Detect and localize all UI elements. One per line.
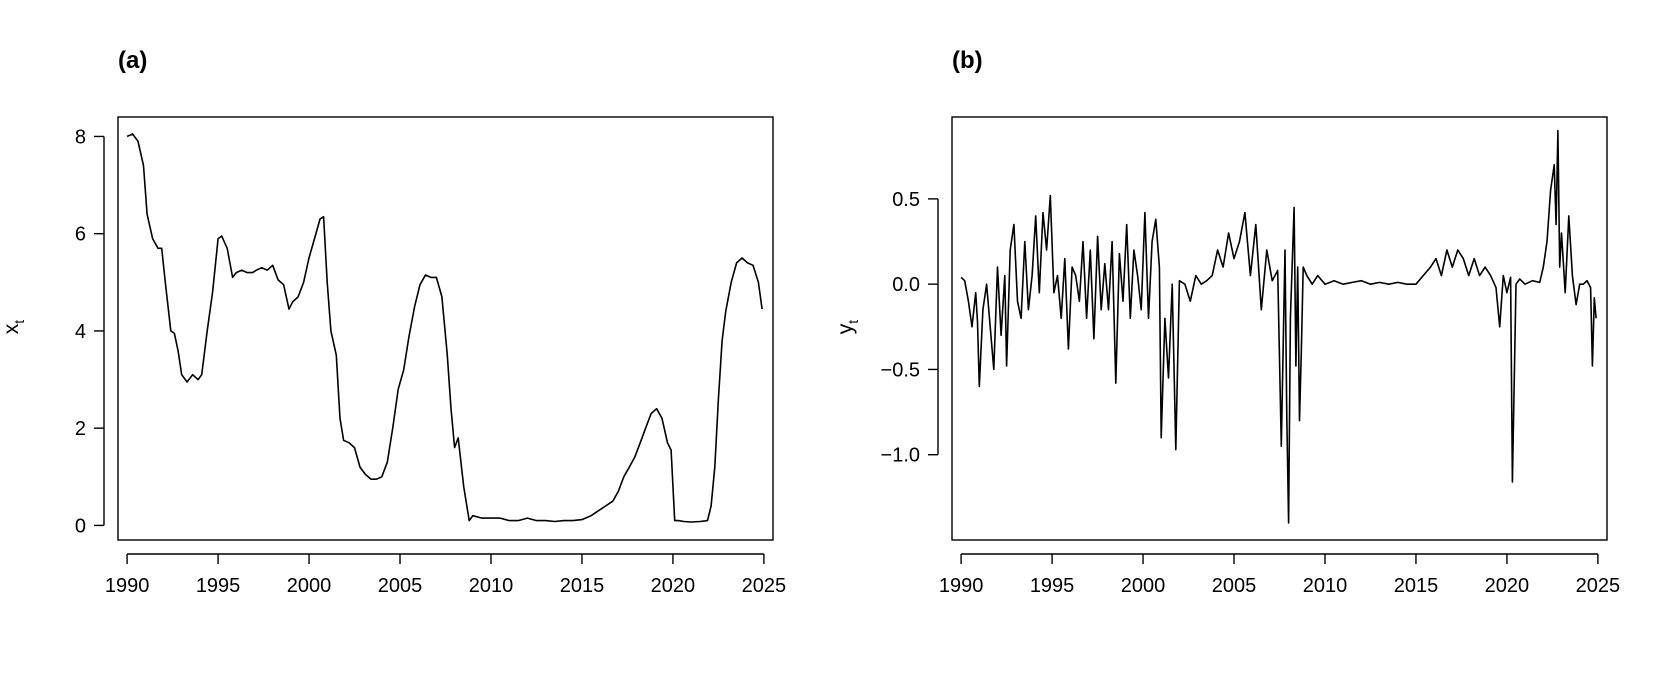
- y-tick-label: 2: [75, 418, 86, 440]
- y-axis-title-main: y: [834, 323, 857, 334]
- x-tick-label: 2025: [742, 575, 787, 597]
- y-tick-label: 4: [75, 321, 86, 343]
- y-tick-label: 0.5: [892, 189, 920, 211]
- plot-frame: [951, 116, 1608, 541]
- x-tick-label: 1990: [939, 575, 984, 597]
- panel-b: (b) 1990 1995 2000 2005 2010 2015 2020 2025 −1.0 −…: [834, 47, 1620, 597]
- x-tick-label: 2010: [469, 575, 514, 597]
- y-axis-title-subscript: t: [11, 320, 27, 324]
- y-axis-title-main: x: [0, 323, 23, 334]
- x-tick-label: 2000: [287, 575, 332, 597]
- x-tick-label: 2020: [1485, 575, 1530, 597]
- x-tick-label: 2015: [560, 575, 605, 597]
- x-tick-label: 1995: [196, 575, 241, 597]
- x-tick-label: 2000: [1121, 575, 1166, 597]
- y-tick-label: −1.0: [881, 445, 920, 467]
- x-tick-label: 1995: [1030, 575, 1075, 597]
- series-line: [126, 133, 763, 523]
- x-tick-label: 2005: [1212, 575, 1257, 597]
- panel-label: (a): [118, 47, 147, 74]
- series-line: [960, 129, 1597, 524]
- y-tick-label: 6: [75, 224, 86, 246]
- y-tick-label: 8: [75, 126, 86, 148]
- x-tick-label: 2025: [1576, 575, 1621, 597]
- panel-label: (b): [952, 47, 983, 74]
- y-tick-label: 0.0: [892, 274, 920, 296]
- y-tick-label: 0: [75, 515, 86, 537]
- y-axis-title: xt: [0, 320, 27, 335]
- x-tick-label: 2020: [651, 575, 696, 597]
- plot-frame: [117, 116, 774, 541]
- y-axis-title-subscript: t: [845, 320, 861, 324]
- y-tick-label: −0.5: [881, 359, 920, 381]
- x-tick-label: 2005: [378, 575, 423, 597]
- x-tick-label: 2010: [1303, 575, 1348, 597]
- x-tick-label: 2015: [1394, 575, 1439, 597]
- x-tick-label: 1990: [105, 575, 150, 597]
- y-axis-title: yt: [834, 320, 861, 335]
- panel-a: (a) 1990 1995 2000 2005 2010 2015 2020 2025 0 2 4 6 8…: [0, 47, 786, 597]
